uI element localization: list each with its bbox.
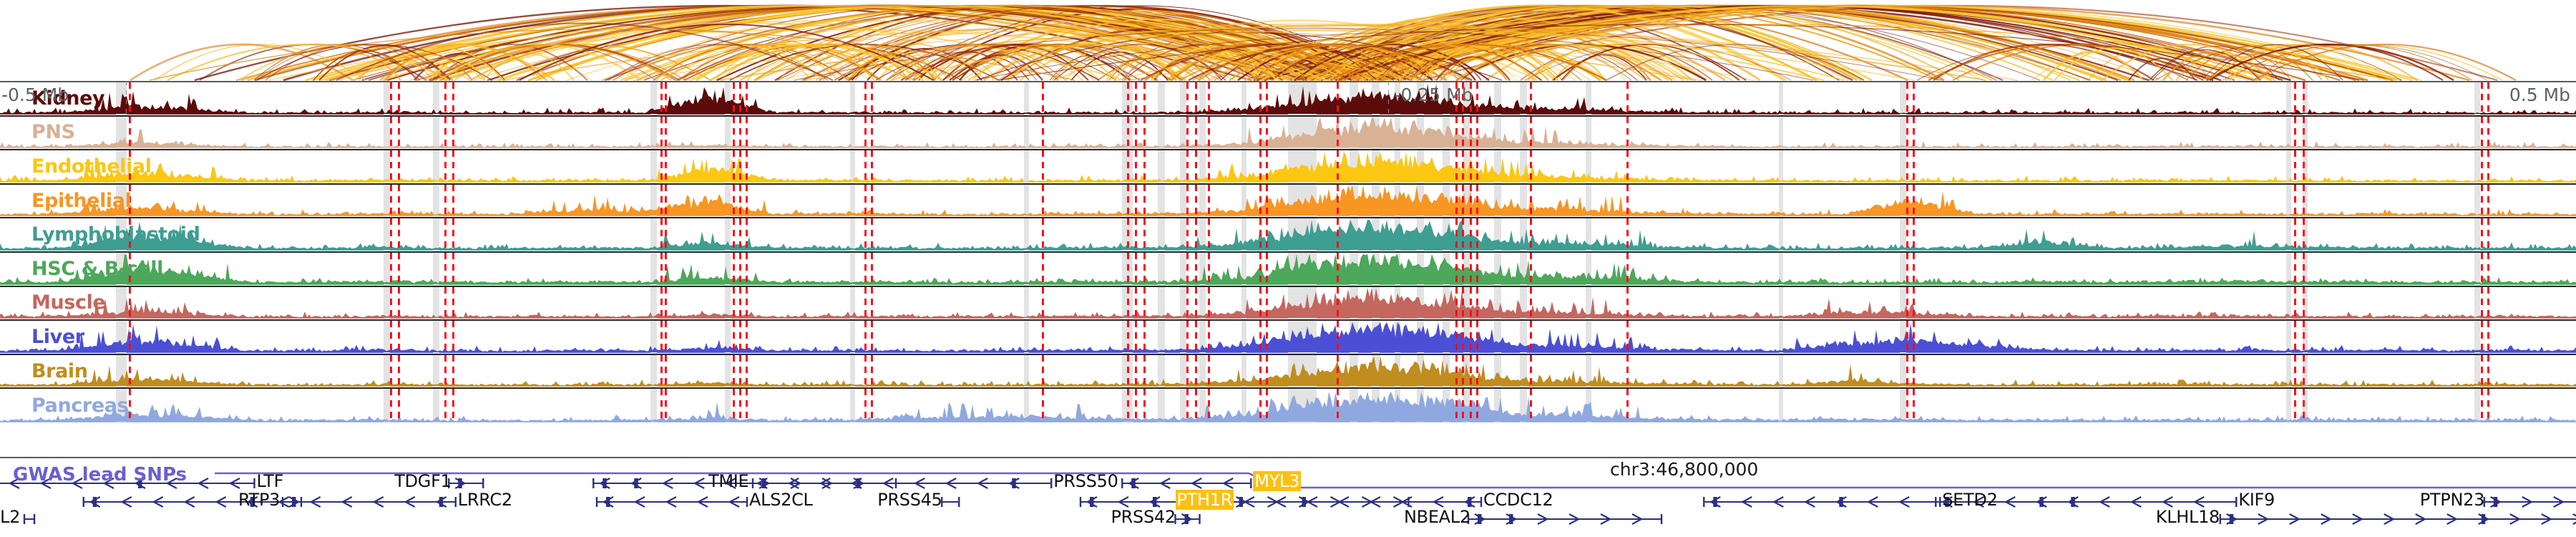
gene-label-ptpn23[interactable]: PTPN23: [2419, 490, 2485, 510]
signal-track-pns[interactable]: PNS: [0, 116, 2576, 151]
accessibility-signal-pancreas: [0, 390, 2576, 422]
gene-label-nbeal2[interactable]: NBEAL2: [1404, 507, 1470, 527]
gene-label-rtp3[interactable]: RTP3: [238, 490, 280, 510]
chromatin-interaction-arc-panel: [0, 0, 2576, 81]
gene-label-myl3[interactable]: MYL3: [1253, 471, 1302, 491]
gene-label-prss45[interactable]: PRSS45: [877, 490, 942, 510]
accessibility-signal-epithelial: [0, 185, 2576, 216]
gene-label-kif9[interactable]: KIF9: [2238, 490, 2275, 510]
signal-track-brain[interactable]: Brain: [0, 354, 2576, 390]
signal-track-epithelial[interactable]: Epithelial: [0, 184, 2576, 219]
signal-track-liver[interactable]: Liver: [0, 321, 2576, 355]
gene-label-als2cl[interactable]: ALS2CL: [749, 490, 813, 510]
arc-svg: [130, 4, 2517, 81]
gene-label-l2[interactable]: L2: [0, 507, 21, 527]
gene-label-lrrc2[interactable]: LRRC2: [457, 490, 512, 510]
gene-label-prss50[interactable]: PRSS50: [1053, 471, 1118, 491]
signal-track-muscle[interactable]: Muscle: [0, 286, 2576, 321]
signal-track-pancreas[interactable]: Pancreas: [0, 389, 2576, 423]
accessibility-signal-hsc-b-cell: [0, 253, 2576, 284]
accessibility-signal-brain: [0, 355, 2576, 387]
accessibility-signal-kidney: [0, 82, 2576, 114]
accessibility-signal-endothelial: [0, 150, 2576, 182]
gene-label-pth1r[interactable]: PTH1R: [1175, 490, 1234, 510]
signal-track-hsc-b-cell[interactable]: HSC & B-cell: [0, 252, 2576, 287]
gwas-lead-snps-label: GWAS lead SNPs: [13, 464, 187, 485]
gene-label-prss42[interactable]: PRSS42: [1111, 507, 1176, 527]
gene-label-tdgf1[interactable]: TDGF1: [394, 471, 452, 491]
accessibility-signal-pns: [0, 117, 2576, 148]
accessibility-signal-lymphoblastoid: [0, 218, 2576, 250]
gene-label-ltf[interactable]: LTF: [256, 471, 284, 491]
signal-track-stack: Kidney PNS Endothelial Epithelial Lymphoblas…: [0, 81, 2576, 458]
signal-track-endothelial[interactable]: Endothelial: [0, 150, 2576, 185]
accessibility-signal-liver: [0, 321, 2576, 352]
gene-label-setd2[interactable]: SETD2: [1942, 490, 1998, 510]
signal-track-kidney[interactable]: Kidney: [0, 82, 2576, 117]
gene-label-tmie[interactable]: TMIE: [708, 471, 749, 491]
gene-label-klhl18[interactable]: KLHL18: [2155, 507, 2220, 527]
accessibility-signal-muscle: [0, 287, 2576, 319]
genomic-coordinate-label: chr3:46,800,000: [1610, 459, 1759, 480]
signal-track-lymphoblastoid[interactable]: Lymphoblastoid: [0, 218, 2576, 253]
gene-label-ccdc12[interactable]: CCDC12: [1483, 490, 1553, 510]
gene-annotation-panel: GWAS lead SNPs L2 LTF RTP3 TDGF1 LRRC2 TMIE AL…: [0, 459, 2576, 537]
